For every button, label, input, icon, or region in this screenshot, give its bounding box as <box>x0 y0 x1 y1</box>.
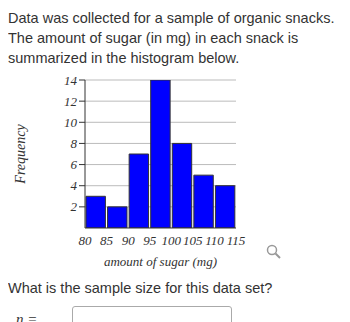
svg-text:Frequency: Frequency <box>13 124 28 185</box>
svg-text:4: 4 <box>71 178 78 193</box>
svg-text:100: 100 <box>162 233 182 248</box>
svg-text:105: 105 <box>183 233 203 248</box>
svg-text:amount of sugar (mg): amount of sugar (mg) <box>104 254 217 269</box>
svg-text:8: 8 <box>71 136 78 151</box>
svg-text:85: 85 <box>100 233 114 248</box>
svg-text:14: 14 <box>64 73 78 88</box>
svg-text:95: 95 <box>143 233 157 248</box>
svg-text:90: 90 <box>122 233 136 248</box>
html-text:Data was collected for a sampl: Data was collected for a sample of organ… <box>8 10 335 66</box>
svg-text:12: 12 <box>64 94 78 109</box>
svg-text:115: 115 <box>227 233 246 248</box>
svg-text:2: 2 <box>71 199 78 214</box>
svg-text:80: 80 <box>79 233 93 248</box>
svg-text:6: 6 <box>71 157 78 172</box>
html-text:What is the sample size for th: What is the sample size for this data se… <box>8 280 273 296</box>
svg-text:110: 110 <box>205 233 224 248</box>
svg-text:10: 10 <box>64 115 78 130</box>
